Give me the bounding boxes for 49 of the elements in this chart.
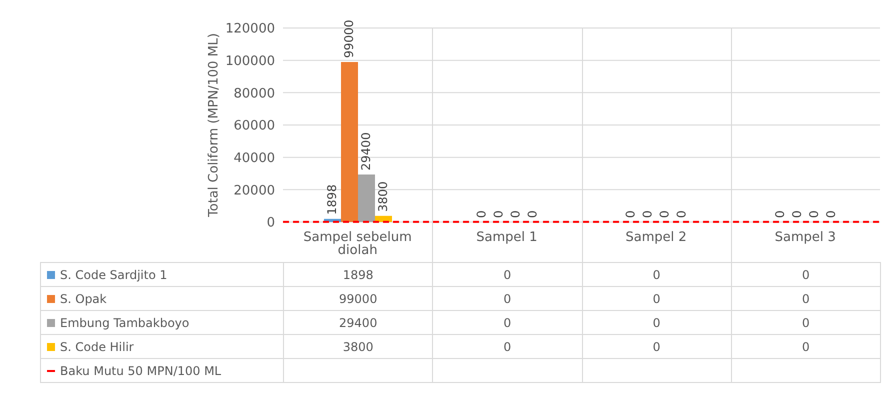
y-tick-label: 40000 [234,150,275,166]
data-label: 0 [432,334,582,358]
legend-label: Baku Mutu 50 MPN/100 ML [40,358,284,382]
data-label: 0 [582,286,732,310]
text: 99000 [342,20,356,58]
text: 0 [674,210,689,218]
text: 0 [624,210,638,218]
y-tick-label: 0 [266,216,275,231]
y-tick-label: 100000 [225,54,275,69]
text: 1898 [325,184,340,215]
data-label: 0 [582,262,732,286]
x-tick-label: Sampel 1 [476,230,538,246]
data-label: 0 [432,286,582,310]
data-label: 0 [582,334,732,358]
x-tick-label: Sampel 3 [774,230,836,246]
text: 29400 [359,132,374,170]
legend-label: S. Code Hilir [40,334,284,358]
y-tick-label: 120000 [225,22,275,37]
y-tick-label: 20000 [234,183,275,198]
text: 3800 [376,181,390,212]
data-label: 0 [582,310,732,334]
text: 0 [658,210,672,218]
data-label: 0 [432,262,582,286]
legend-label: S. Opak [40,286,284,310]
data-label: 0 [731,310,880,334]
text: 0 [790,210,804,218]
x-tick-label: Sampel 2 [626,230,687,246]
text: 0 [491,210,506,218]
text: 0 [525,210,540,218]
y-tick-label: 80000 [234,86,275,102]
data-label: 0 [731,334,880,358]
data-label: 99000 [284,286,433,310]
y-axis-title: Total Coliform (MPN/100 ML) [206,33,222,218]
text: 0 [806,210,821,218]
text: 0 [508,210,522,218]
legend-label: Embung Tambakboyo [40,310,284,334]
text: 0 [772,210,787,218]
data-label: 1898 [284,262,433,286]
data-label: 0 [731,262,880,286]
data-label: 0 [731,286,880,310]
y-tick-label: 60000 [234,118,275,134]
legend-label: S. Code Sardjito 1 [40,262,284,286]
text: 0 [474,210,488,218]
x-tick-label: Sampel sebelum diolah [303,230,412,258]
text: 0 [640,210,655,218]
data-label: 3800 [284,334,433,358]
text: 0 [824,210,838,218]
data-label: 0 [432,310,582,334]
data-label: 29400 [284,310,433,334]
